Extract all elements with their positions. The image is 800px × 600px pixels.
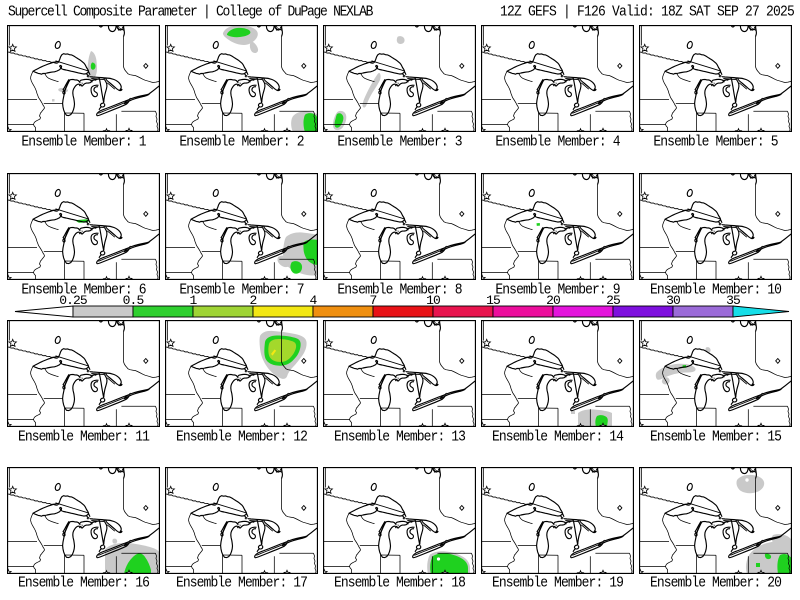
svg-text:15: 15 <box>486 293 500 308</box>
svg-text:35: 35 <box>726 293 740 308</box>
svg-text:25: 25 <box>606 293 620 308</box>
svg-text:0.25: 0.25 <box>59 293 87 308</box>
svg-text:4: 4 <box>310 293 318 308</box>
svg-text:10: 10 <box>426 293 440 308</box>
svg-text:2: 2 <box>250 293 257 308</box>
svg-text:0.5: 0.5 <box>123 293 144 308</box>
svg-text:7: 7 <box>370 293 377 308</box>
svg-text:20: 20 <box>546 293 560 308</box>
svg-text:30: 30 <box>666 293 680 308</box>
svg-text:1: 1 <box>190 293 198 308</box>
